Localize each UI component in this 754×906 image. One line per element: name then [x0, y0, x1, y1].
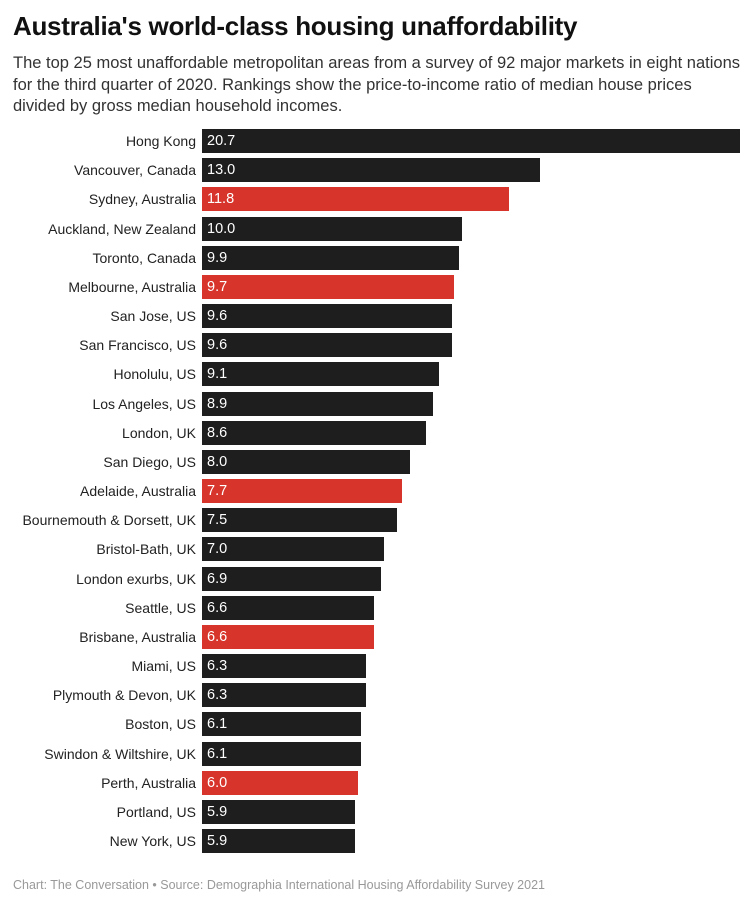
category-label: Seattle, US [125, 599, 196, 616]
category-label: Portland, US [116, 803, 196, 820]
bar [202, 770, 358, 795]
data-label: 8.0 [207, 453, 228, 470]
data-label: 9.6 [207, 308, 228, 325]
category-label: San Jose, US [110, 308, 196, 325]
bar [202, 274, 455, 299]
bar [202, 304, 452, 329]
data-label: 6.6 [207, 599, 228, 616]
category-label: Boston, US [125, 716, 196, 733]
category-label: Brisbane, Australia [79, 628, 196, 645]
bar [202, 420, 426, 445]
data-label: 6.6 [207, 628, 228, 645]
data-label: 6.9 [207, 570, 228, 587]
bar [202, 479, 403, 504]
data-label: 5.9 [207, 803, 228, 820]
data-label: 9.6 [207, 337, 228, 354]
bar [202, 362, 439, 387]
bar [202, 187, 509, 212]
bar [202, 508, 397, 533]
bar [202, 683, 366, 708]
category-label: Plymouth & Devon, UK [52, 687, 196, 704]
category-label: London, UK [122, 424, 196, 441]
category-label: Los Angeles, US [92, 395, 196, 412]
category-label: Adelaide, Australia [80, 483, 196, 500]
category-label: Melbourne, Australia [68, 278, 196, 295]
bar [202, 245, 460, 270]
category-label: Swindon & Wiltshire, UK [44, 745, 196, 762]
data-label: 6.1 [207, 745, 228, 762]
data-label: 20.7 [207, 133, 236, 149]
data-label: 11.8 [207, 191, 235, 208]
category-label: Miami, US [131, 658, 196, 675]
bar [202, 391, 434, 416]
data-label: 13.0 [207, 162, 236, 179]
category-label: Sydney, Australia [88, 191, 196, 208]
category-label: Perth, Australia [101, 774, 196, 791]
bar [202, 799, 356, 824]
category-label: Auckland, New Zealand [48, 220, 196, 237]
bar [202, 158, 540, 183]
data-label: 6.1 [207, 716, 228, 733]
bar [202, 595, 374, 620]
data-label: 10.0 [207, 220, 236, 237]
data-label: 9.7 [207, 278, 228, 295]
data-label: 6.3 [207, 687, 228, 704]
category-label: Vancouver, Canada [74, 162, 196, 179]
bar [202, 216, 462, 241]
data-label: 9.1 [207, 366, 228, 383]
chart-title: Australia's world-class housing unafford… [13, 11, 578, 41]
category-label: New York, US [109, 833, 196, 850]
category-label: San Francisco, US [79, 337, 196, 354]
category-label: Bournemouth & Dorsett, UK [22, 512, 196, 529]
data-label: 6.0 [207, 774, 228, 791]
bar [202, 712, 361, 737]
category-label: San Diego, US [103, 453, 196, 470]
data-label: 7.0 [207, 541, 228, 558]
bar [202, 129, 740, 153]
data-label: 8.6 [207, 424, 228, 441]
category-label: Toronto, Canada [92, 249, 196, 266]
chart-source: Chart: The Conversation • Source: Demogr… [13, 878, 545, 892]
data-label: 5.9 [207, 833, 228, 850]
chart-subtitle: The top 25 most unaffordable metropolita… [13, 54, 740, 115]
bar [202, 654, 366, 679]
data-label: 7.7 [207, 483, 228, 500]
category-label: London exurbs, UK [76, 570, 196, 587]
category-label: Honolulu, US [113, 366, 197, 383]
bar [202, 537, 384, 562]
bar [202, 741, 361, 766]
bar [202, 449, 410, 474]
bar [202, 333, 452, 358]
data-label: 7.5 [207, 512, 228, 529]
bar [202, 829, 356, 854]
category-label: Hong Kong [125, 133, 196, 149]
category-label: Bristol-Bath, UK [96, 541, 196, 558]
bar [202, 566, 382, 591]
data-label: 8.9 [207, 395, 228, 412]
data-label: 6.3 [207, 658, 228, 675]
bar [202, 624, 374, 649]
data-label: 9.9 [207, 249, 228, 266]
